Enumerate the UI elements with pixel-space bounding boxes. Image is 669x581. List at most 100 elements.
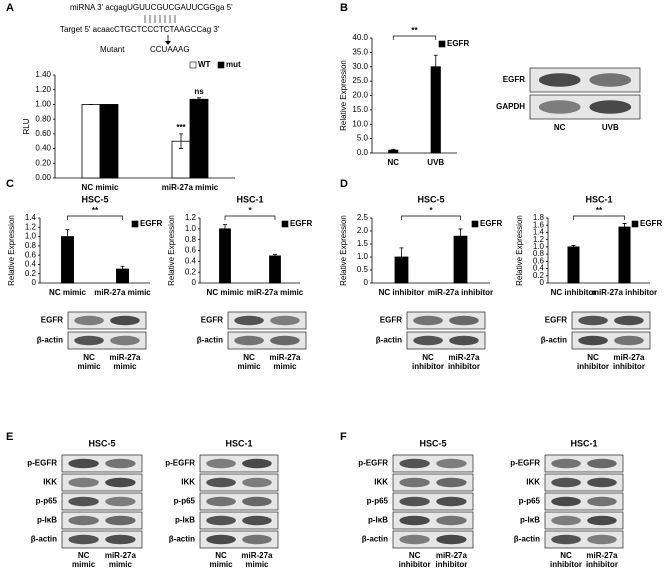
blot-band [589,100,632,114]
y-axis-label: RLU [22,118,31,134]
lane-label: NC [560,551,572,560]
blot-band [242,496,272,507]
y-axis-label: Relative Expression [339,215,348,286]
legend-swatch [131,220,139,228]
y-tick-label: 0.8 [25,241,37,250]
blot-band [206,534,236,545]
significance-label: ** [92,206,99,215]
chart-title: HSC-1 [585,194,612,204]
blot-band [399,515,430,526]
blot-band [578,335,608,346]
panel-label: B [340,2,348,14]
blot-band [68,534,99,545]
y-tick-label: 0.80 [35,114,51,123]
protein-label: IKK [526,478,540,487]
y-tick-label: 1.0 [185,224,197,233]
y-tick-label: 1.4 [533,228,545,237]
protein-label: p-IκB [37,516,57,525]
blot-band [206,477,236,488]
y-tick-label: 0.20 [35,158,51,167]
panel-label: A [6,2,14,14]
target-sequence: Target 5' acaacCTGCTCCCTCTAAGCCag 3' [60,25,220,34]
bar [269,255,281,284]
legend-label: EGFR [290,219,312,228]
panel-label: C [6,178,14,190]
lane-label: miR-27a [613,353,645,362]
y-tick-label: 0.2 [185,267,197,276]
error-bar [458,228,463,244]
y-tick-label: 0.40 [35,144,51,153]
blot-band [578,315,608,326]
x-tick-label: miR-27a mimic [94,288,151,297]
lane-label: miR-27a [448,353,480,362]
blot-band [538,73,581,87]
blot-band [436,515,467,526]
blot-band [587,458,617,469]
blot-title: HSC-5 [88,438,115,448]
lane-label: inhibitor [399,560,431,569]
blot-title: HSC-5 [419,438,446,448]
y-tick-label: 1.00 [35,100,51,109]
blot-band [206,496,236,507]
protein-label: β-actin [169,535,195,544]
lane-label: mimic [209,560,233,569]
lane-label: NC [554,123,566,132]
y-tick-label: 1.8 [533,213,545,222]
y-tick-label: 0.6 [25,250,37,259]
bar [219,228,231,284]
protein-label: GAPDH [496,102,525,111]
error-bar [391,148,396,152]
x-tick-label: NC inhibitor [379,288,425,297]
blot-band [74,335,104,346]
blot-band [105,477,136,488]
y-tick-label: 0.5 [357,265,369,274]
lane-label: miR-27a [241,551,273,560]
x-tick-label: UVB [427,158,444,167]
blot-band [105,534,136,545]
x-tick-label: NC mimic [82,183,119,192]
blot-band [449,335,479,346]
lane-label: inhibitor [435,560,467,569]
blot-band [587,515,617,526]
error-bar [223,224,227,234]
lane-label: NC [243,353,255,362]
x-tick-label: NC mimic [49,288,86,297]
y-tick-label: 0.4 [25,260,37,269]
legend-label: EGFR [140,219,162,228]
significance-bracket [573,215,625,220]
y-tick-label: 0 [32,278,37,287]
protein-label: p-p65 [367,497,389,506]
blot-band [68,477,99,488]
legend-swatch [471,220,479,228]
lane-label: NC [422,353,434,362]
blot-band [436,477,467,488]
y-tick-label: 1.40 [35,70,51,79]
y-tick-label: 30.0 [352,62,368,71]
protein-label: p-p65 [174,497,196,506]
blot-band [68,496,99,507]
y-tick-label: 35.0 [352,47,368,56]
lane-label: NC [215,551,227,560]
error-bar [433,54,438,79]
significance-bracket [224,215,276,220]
blot-band [436,496,467,507]
bar [567,246,580,284]
lane-label: NC [587,353,599,362]
y-tick-label: 5.0 [357,134,369,143]
error-bar [399,247,404,267]
y-tick-label: 0 [364,278,369,287]
lane-label: miR-27a [109,353,141,362]
blot-band [110,335,140,346]
protein-label: EGFR [201,316,223,325]
y-tick-label: 1.5 [357,239,369,248]
blot-band [399,477,430,488]
legend-label: EGFR [480,219,502,228]
blot-band [587,496,617,507]
blot-band [551,515,581,526]
significance-label: *** [176,123,186,132]
blot-band [234,335,264,346]
y-tick-label: 40.0 [352,33,368,42]
blot-band [242,515,272,526]
blot-band [68,458,99,469]
